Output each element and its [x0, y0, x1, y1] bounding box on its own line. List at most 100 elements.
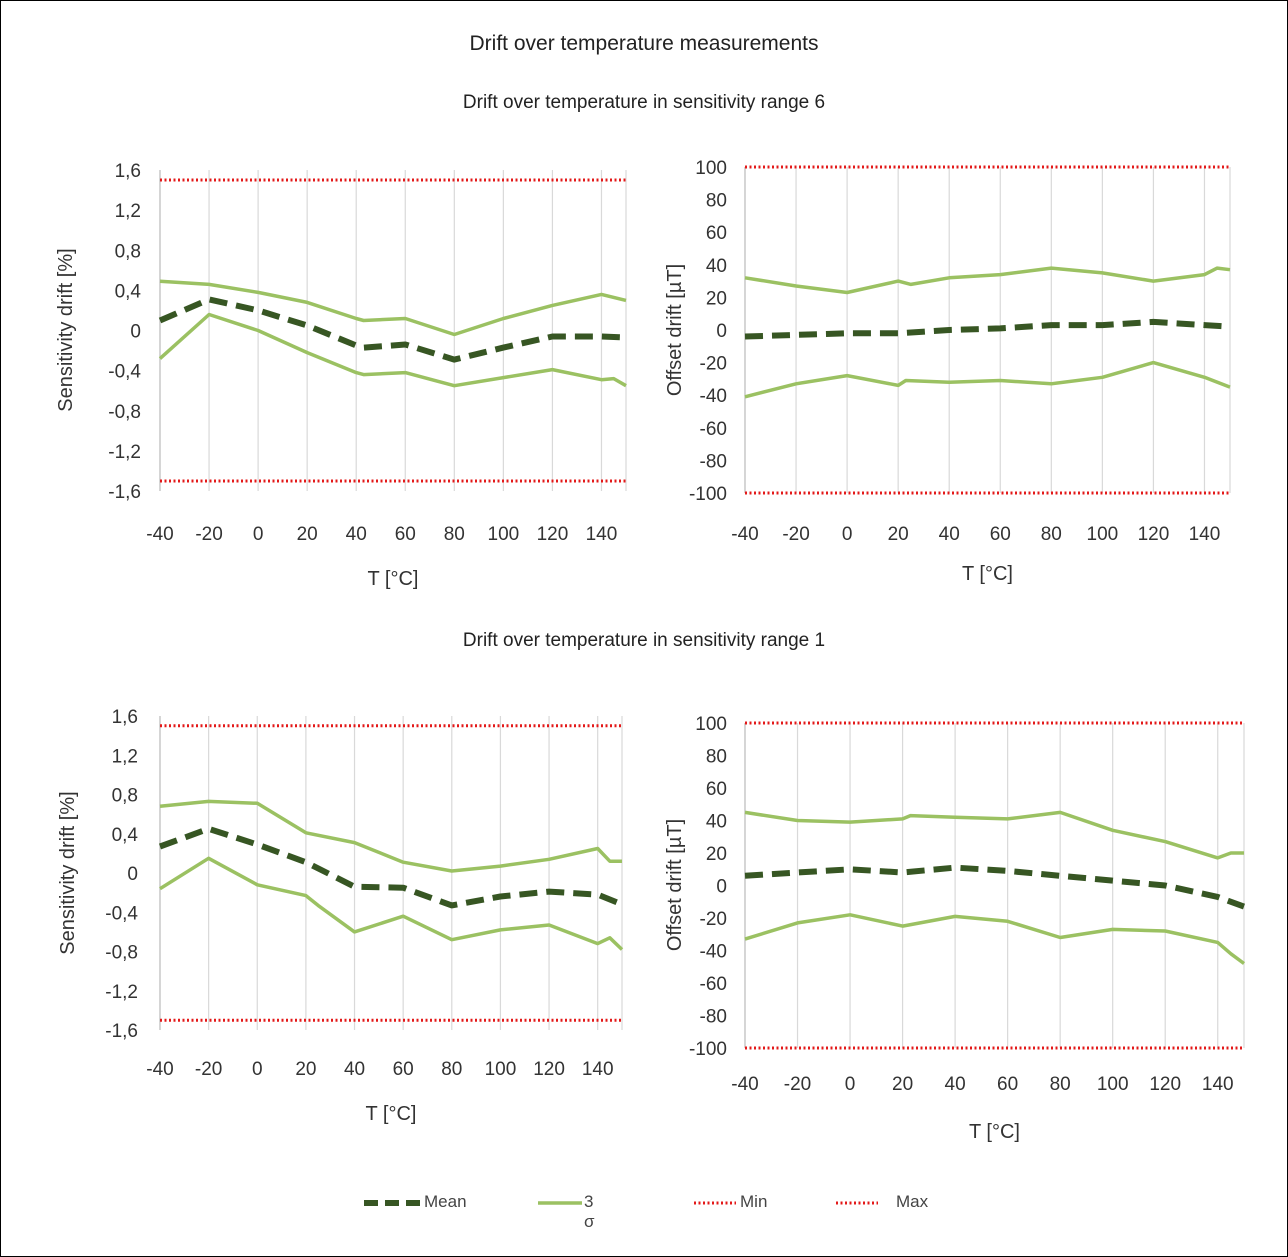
y-tick-label: -100 — [689, 1039, 727, 1060]
series-mean-line — [158, 296, 627, 363]
y-tick-label: 100 — [695, 158, 727, 179]
y-axis-title: Offset drift [µT] — [664, 264, 686, 396]
section-title-range-1: Drift over temperature in sensitivity ra… — [462, 630, 826, 651]
y-axis-title: Sensitivity drift [%] — [57, 791, 79, 954]
y-tick-label: -80 — [700, 1007, 727, 1028]
chart-1: -40 -20 0 20 40 60 80 100 120 140 1,6 1,2 0,8 0,4 0 -0,… — [55, 161, 627, 590]
x-tick-label: -40 — [146, 1059, 173, 1080]
y-tick-label: 40 — [706, 256, 727, 277]
chart-2: -40 -20 0 20 40 60 80 100 120 140 100 80 60 40 20 0 -20 -… — [664, 158, 1231, 585]
y-tick-label: -60 — [700, 419, 727, 440]
y-tick-label: 60 — [706, 779, 727, 800]
series-3-sigma-line — [158, 312, 627, 388]
y-tick-label: 0,4 — [112, 825, 139, 846]
x-tick-label: 60 — [393, 1059, 414, 1080]
x-tick-label: 140 — [1202, 1074, 1234, 1095]
x-tick-label: -20 — [782, 524, 809, 545]
series-3-sigma-line — [744, 913, 1246, 965]
y-tick-label: 1,6 — [115, 161, 141, 182]
x-tick-label: 40 — [344, 1059, 365, 1080]
x-tick-label: 100 — [488, 524, 520, 545]
legend-label-max: Max — [896, 1192, 929, 1211]
legend: Mean 3 σ Min Max — [0, 1191, 1288, 1231]
x-tick-label: -20 — [195, 1059, 222, 1080]
y-tick-label: -40 — [700, 386, 727, 407]
y-tick-label: -1,6 — [105, 1021, 138, 1042]
y-tick-label: 60 — [706, 223, 727, 244]
x-tick-label: 0 — [842, 524, 853, 545]
chart-4: -40 -20 0 20 40 60 80 100 120 140 100 80 60 40 20 0 -20 -… — [664, 714, 1246, 1143]
y-tick-label: -40 — [700, 942, 727, 963]
x-tick-label: 60 — [997, 1074, 1018, 1095]
x-tick-label: 100 — [485, 1059, 517, 1080]
y-tick-label: 20 — [706, 288, 727, 309]
y-tick-label: -0,4 — [105, 903, 138, 924]
x-tick-label: 120 — [537, 524, 569, 545]
y-tick-label: 80 — [706, 747, 727, 768]
x-tick-label: 80 — [441, 1059, 462, 1080]
x-tick-label: 20 — [888, 524, 909, 545]
y-tick-label: -20 — [700, 909, 727, 930]
x-axis-title: T [°C] — [368, 568, 419, 590]
y-tick-label: -0,8 — [108, 402, 141, 423]
x-tick-label: -20 — [195, 524, 222, 545]
series-mean-line — [744, 864, 1246, 910]
legend-label-min: Min — [740, 1192, 768, 1211]
series-3-sigma-line — [744, 810, 1244, 860]
y-tick-label: 40 — [706, 812, 727, 833]
page-title: Drift over temperature measurements — [469, 32, 819, 55]
x-tick-label: 60 — [395, 524, 416, 545]
y-tick-label: 1,2 — [115, 201, 141, 222]
y-tick-label: 0 — [127, 864, 138, 885]
x-tick-label: 140 — [1189, 524, 1221, 545]
series-3-sigma-line — [159, 279, 627, 337]
series-3-sigma-line — [744, 266, 1231, 295]
legend-label-mean: Mean — [424, 1192, 467, 1211]
x-tick-label: 0 — [252, 1059, 263, 1080]
y-tick-label: -100 — [689, 484, 727, 505]
y-axis-title: Sensitivity drift [%] — [55, 248, 77, 411]
section-title-range-6: Drift over temperature in sensitivity ra… — [462, 92, 826, 113]
legend-swatch-sigma — [538, 1201, 582, 1205]
legend-swatch-min — [694, 1201, 736, 1205]
x-tick-label: 60 — [990, 524, 1011, 545]
y-tick-label: 80 — [706, 191, 727, 212]
y-tick-label: 1,6 — [112, 707, 138, 728]
x-tick-label: 120 — [533, 1059, 565, 1080]
series-3-sigma-line — [159, 799, 622, 873]
x-tick-label: 20 — [892, 1074, 913, 1095]
x-tick-label: 140 — [582, 1059, 614, 1080]
y-tick-label: -0,8 — [105, 943, 138, 964]
x-tick-label: -40 — [731, 1074, 758, 1095]
x-tick-label: 40 — [939, 524, 960, 545]
x-axis-title: T [°C] — [366, 1103, 417, 1125]
x-tick-label: 40 — [945, 1074, 966, 1095]
x-tick-label: 80 — [444, 524, 465, 545]
x-tick-label: -20 — [784, 1074, 811, 1095]
series-mean-line — [158, 825, 624, 909]
x-tick-label: 80 — [1050, 1074, 1071, 1095]
legend-swatch-mean — [364, 1200, 422, 1206]
x-tick-label: 80 — [1041, 524, 1062, 545]
y-tick-label: 0 — [716, 321, 727, 342]
legend-label-sigma: 3 σ — [584, 1192, 595, 1231]
x-tick-label: 140 — [586, 524, 618, 545]
y-tick-label: -1,2 — [108, 442, 141, 463]
x-tick-label: -40 — [731, 524, 758, 545]
x-tick-label: 100 — [1087, 524, 1119, 545]
y-tick-label: -20 — [700, 354, 727, 375]
y-tick-label: 0 — [130, 322, 141, 343]
y-axis-title: Offset drift [µT] — [664, 819, 686, 951]
series-3-sigma-line — [744, 360, 1231, 399]
legend-swatch-max — [836, 1201, 878, 1205]
y-tick-label: 0,8 — [112, 786, 138, 807]
y-tick-label: 100 — [695, 714, 727, 735]
chart-3: -40 -20 0 20 40 60 80 100 120 140 1,6 1,2 0,8 0,4 0 -0,… — [57, 707, 624, 1125]
y-tick-label: 0,8 — [115, 241, 141, 262]
y-tick-label: -1,2 — [105, 982, 138, 1003]
x-tick-label: 0 — [845, 1074, 856, 1095]
x-tick-label: 120 — [1138, 524, 1170, 545]
y-tick-label: 1,2 — [112, 746, 138, 767]
x-axis-title: T [°C] — [969, 1121, 1020, 1143]
